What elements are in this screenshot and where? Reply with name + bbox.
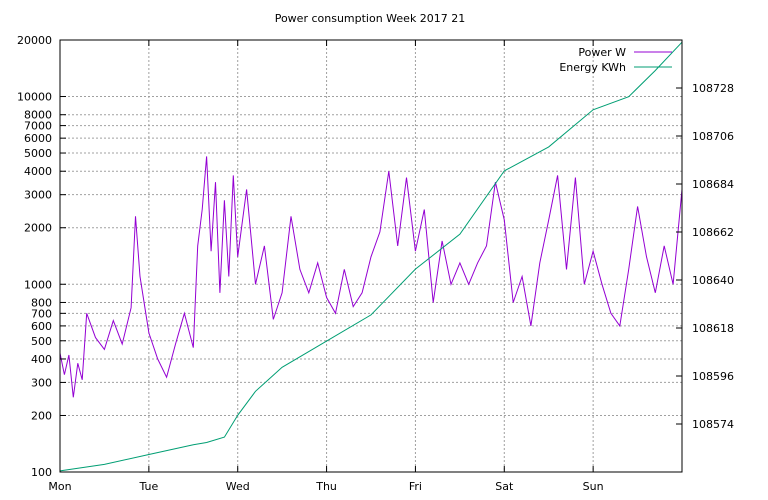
series-line-power-w <box>59 156 683 398</box>
y-left-tick-label: 2000 <box>24 222 52 235</box>
x-tick-label: Sun <box>583 480 604 493</box>
legend-label: Power W <box>578 46 626 59</box>
y-right-tick-label: 108662 <box>692 226 734 239</box>
x-tick-label: Mon <box>48 480 71 493</box>
y-left-tick-label: 1000 <box>24 278 52 291</box>
y-left-tick-label: 100 <box>31 466 52 479</box>
y-right-tick-label: 108618 <box>692 322 734 335</box>
y-left-tick-label: 400 <box>31 353 52 366</box>
chart-title: Power consumption Week 2017 21 <box>275 12 466 25</box>
x-tick-label: Sat <box>495 480 514 493</box>
x-tick-label: Thu <box>315 480 337 493</box>
y-right-tick-label: 108706 <box>692 130 734 143</box>
y-left-tick-label: 800 <box>31 296 52 309</box>
legend: Power W Energy KWh <box>559 46 672 74</box>
y-left-tick-label: 5000 <box>24 147 52 160</box>
x-tick-label: Wed <box>226 480 250 493</box>
y-left-tick-label: 6000 <box>24 132 52 145</box>
legend-label: Energy KWh <box>559 61 626 74</box>
y-left-tick-label: 300 <box>31 376 52 389</box>
y-left-tick-label: 500 <box>31 335 52 348</box>
y-left-tick-label: 20000 <box>17 34 52 47</box>
y-right-tick-label: 108728 <box>692 82 734 95</box>
y-right-tick-label: 108574 <box>692 418 734 431</box>
y-left-tick-label: 7000 <box>24 120 52 133</box>
y-right-tick-label: 108596 <box>692 370 734 383</box>
series-lines <box>59 41 683 472</box>
x-tick-label: Fri <box>409 480 422 493</box>
y-left-tick-label: 10000 <box>17 91 52 104</box>
y-left-tick-label: 600 <box>31 320 52 333</box>
y-left-tick-label: 700 <box>31 307 52 320</box>
y-left-tick-label: 8000 <box>24 109 52 122</box>
y-right-tick-label: 108684 <box>692 178 734 191</box>
y-left-tick-label: 3000 <box>24 189 52 202</box>
y-left-tick-label: 4000 <box>24 165 52 178</box>
x-tick-label: Tue <box>138 480 158 493</box>
series-line-energy-kwh <box>59 41 683 472</box>
y-left-tick-label: 200 <box>31 409 52 422</box>
y-right-tick-label: 108640 <box>692 274 734 287</box>
plot-frame <box>59 39 683 473</box>
